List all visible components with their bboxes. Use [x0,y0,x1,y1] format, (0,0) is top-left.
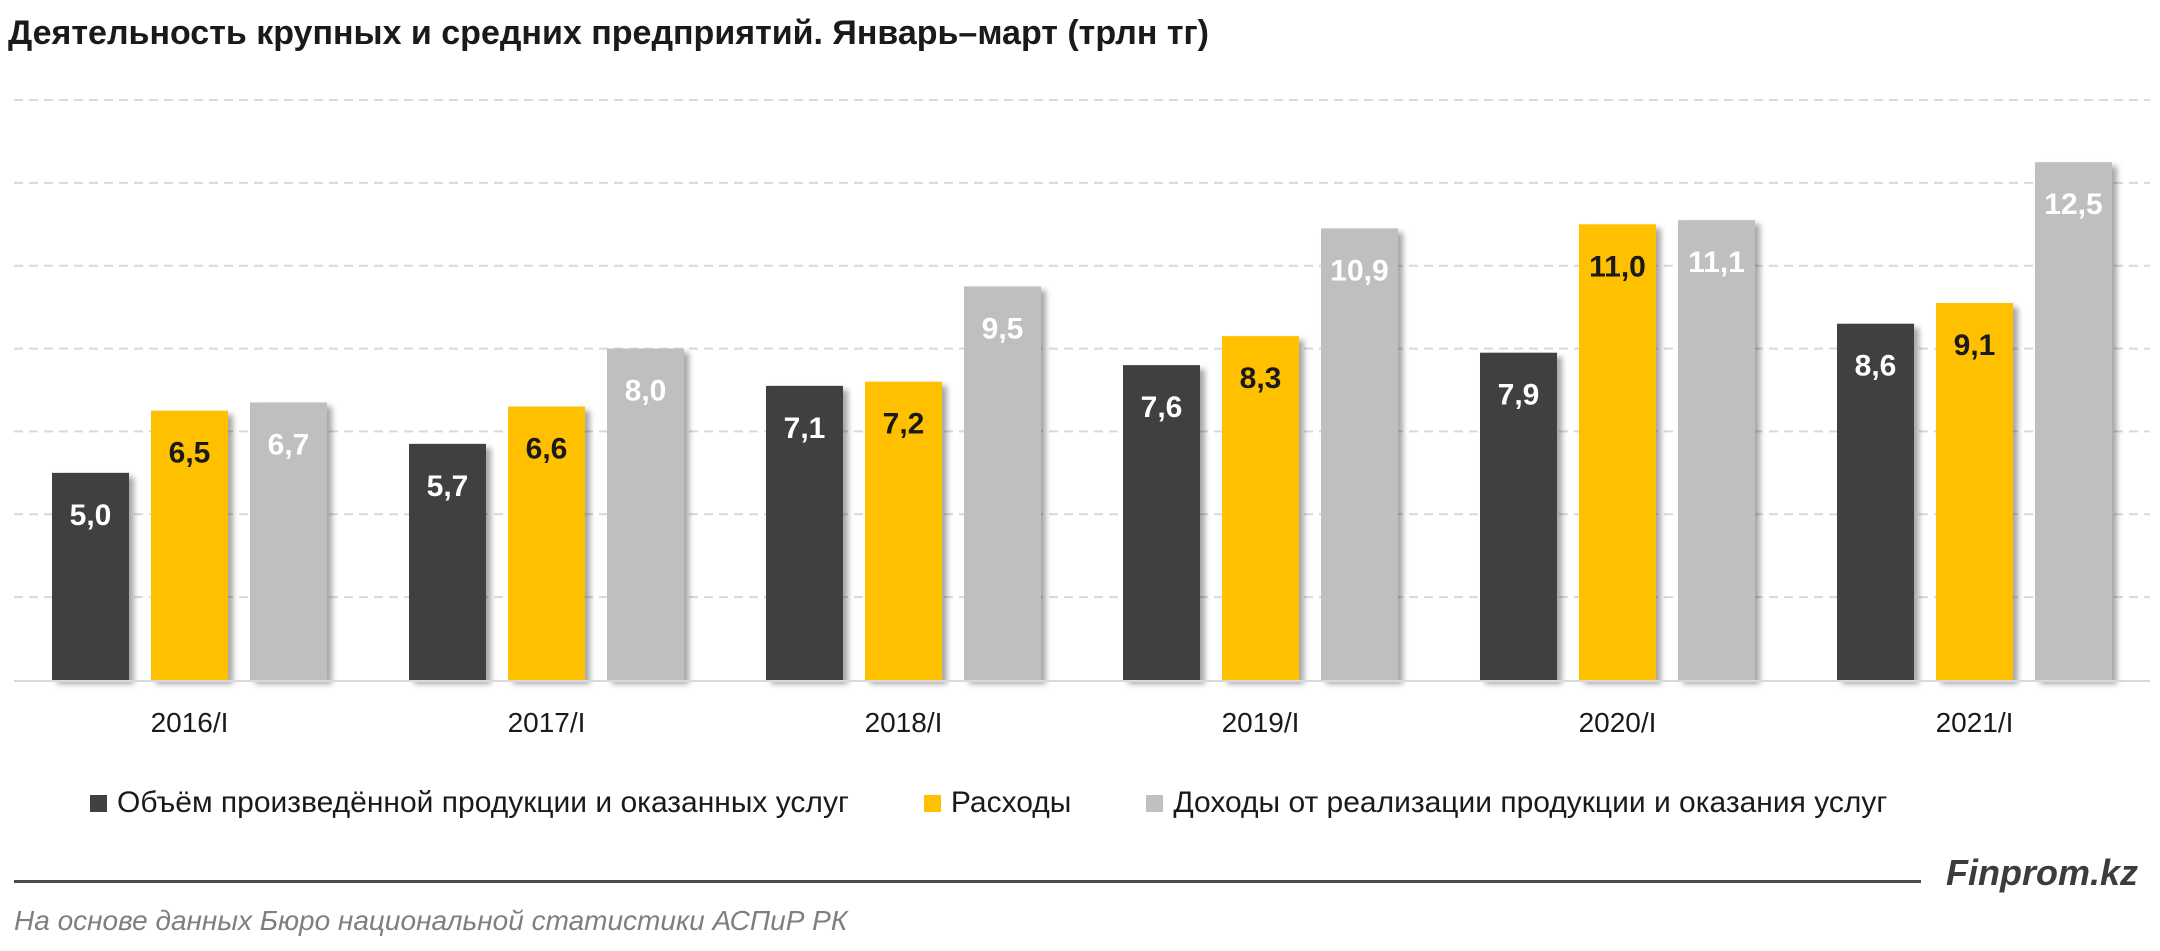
bar-output-2021-I [1837,323,1914,680]
data-label-expenses: 8,3 [1240,362,1282,395]
data-label-expenses: 7,2 [883,408,925,441]
legend-label-income: Доходы от реализации продукции и оказани… [1173,786,1888,819]
x-tick-label: 2020/I [1579,707,1657,738]
x-axis: 2016/I 2017/I 2018/I 2019/I 2020/I 2021/I [14,680,2150,738]
data-label-income: 10,9 [1330,254,1388,287]
legend-swatch-expenses [923,794,941,812]
chart-title: Деятельность крупных и средних предприят… [8,14,1209,52]
bar-income-2019-I [1321,228,1398,680]
x-tick-label: 2017/I [508,707,586,738]
bar-output-2017-I [409,443,486,680]
bar-income-2021-I [2035,162,2112,681]
data-label-output: 7,9 [1498,379,1540,412]
x-tick-label: 2019/I [1222,707,1300,738]
bar-output-2019-I [1123,365,1200,680]
bar-expenses-2021-I [1936,303,2013,680]
data-label-income: 8,0 [625,375,667,408]
data-label-output: 5,7 [427,470,469,503]
legend-item-income: Доходы от реализации продукции и оказани… [1146,786,1887,820]
bar-output-2020-I [1480,352,1557,680]
bar-expenses-2017-I [508,406,585,680]
x-tick-label: 2016/I [151,707,229,738]
legend: Объём произведённой продукции и оказанны… [90,783,1887,823]
data-label-expenses: 6,6 [526,433,568,466]
bar-expenses-2016-I [151,410,228,680]
legend-item-output: Объём произведённой продукции и оказанны… [90,786,849,820]
data-label-expenses: 11,0 [1589,250,1646,283]
bars: 5,0 6,5 6,7 5,7 6,6 8,0 7,1 7,2 9,5 7,6 8,3 10,9 7,9… [52,162,2112,681]
x-tick-label: 2018/I [865,707,943,738]
x-tick-label: 2021/I [1936,707,2014,738]
data-label-income: 11,1 [1688,246,1745,279]
legend-item-expenses: Расходы [923,786,1072,820]
footer-divider [14,880,1921,883]
legend-label-output: Объём произведённой продукции и оказанны… [117,786,849,819]
data-label-expenses: 9,1 [1954,329,1996,362]
data-label-income: 9,5 [982,312,1024,345]
data-label-output: 7,1 [784,412,826,445]
bar-output-2016-I [52,472,129,680]
bar-chart: 5,0 6,5 6,7 5,7 6,6 8,0 7,1 7,2 9,5 7,6 8,3 10,9 7,9… [14,99,2150,738]
data-label-income: 12,5 [2044,188,2102,221]
data-label-expenses: 6,5 [169,437,211,470]
source-note: На основе данных Бюро национальной стати… [14,905,848,936]
bar-income-2016-I [250,402,327,680]
brand-logo-text: Finprom.kz [1945,852,2138,893]
data-label-output: 7,6 [1141,391,1183,424]
bar-income-2018-I [964,286,1041,680]
legend-swatch-income [1146,794,1164,812]
legend-label-expenses: Расходы [950,786,1072,819]
data-label-income: 6,7 [268,428,310,461]
legend-swatch-output [90,794,107,812]
gridlines [14,99,2150,599]
data-label-output: 5,0 [70,499,112,532]
bar-output-2018-I [766,385,843,680]
bar-expenses-2020-I [1579,224,1656,681]
bar-expenses-2019-I [1222,336,1299,680]
data-label-output: 8,6 [1855,350,1897,383]
bar-expenses-2018-I [865,381,942,680]
bar-income-2020-I [1678,220,1755,680]
bar-income-2017-I [607,348,684,680]
